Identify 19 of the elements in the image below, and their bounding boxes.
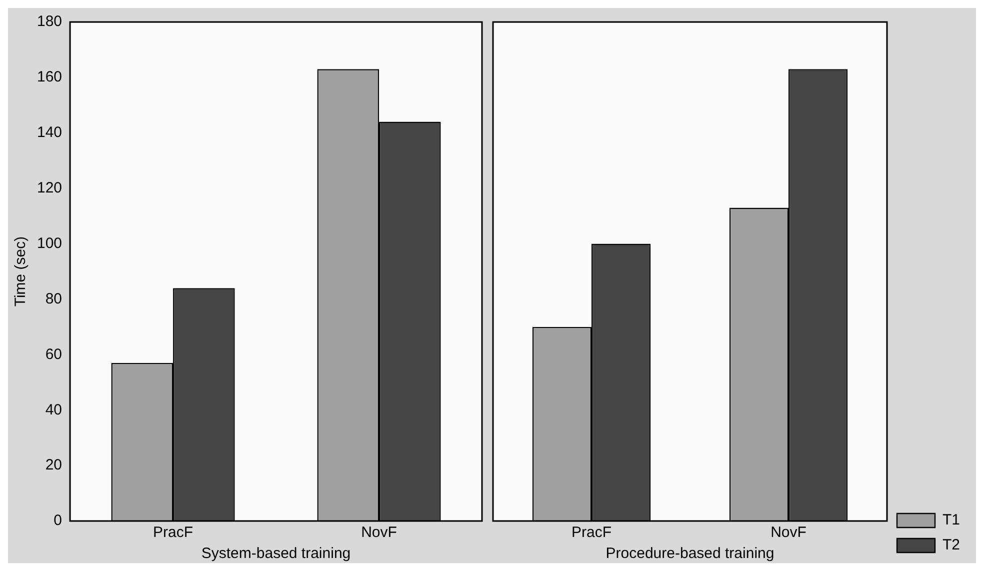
y-tick-label: 20 [45,456,62,474]
x-tick-label: PracF [153,524,194,542]
y-tick-label: 120 [36,179,62,196]
x-tick-label: NovF [361,524,397,542]
y-tick-label: 180 [36,13,62,30]
x-axis-title: System-based training [201,545,351,562]
y-tick-label: 0 [54,512,62,530]
x-axis-title: Procedure-based training [606,545,774,562]
x-tick-label: NovF [770,524,806,542]
y-tick-label: 40 [45,401,62,418]
y-tick-label: 80 [45,290,62,308]
legend-label: T2 [942,536,960,554]
y-tick-label: 100 [36,234,62,252]
y-axis-title: Time (sec) [12,236,30,307]
y-tick-label: 140 [36,124,62,142]
legend-label: T1 [942,512,960,529]
x-tick-label: PracF [571,524,612,542]
y-tick-label: 60 [45,346,62,363]
y-tick-label: 160 [36,68,62,86]
